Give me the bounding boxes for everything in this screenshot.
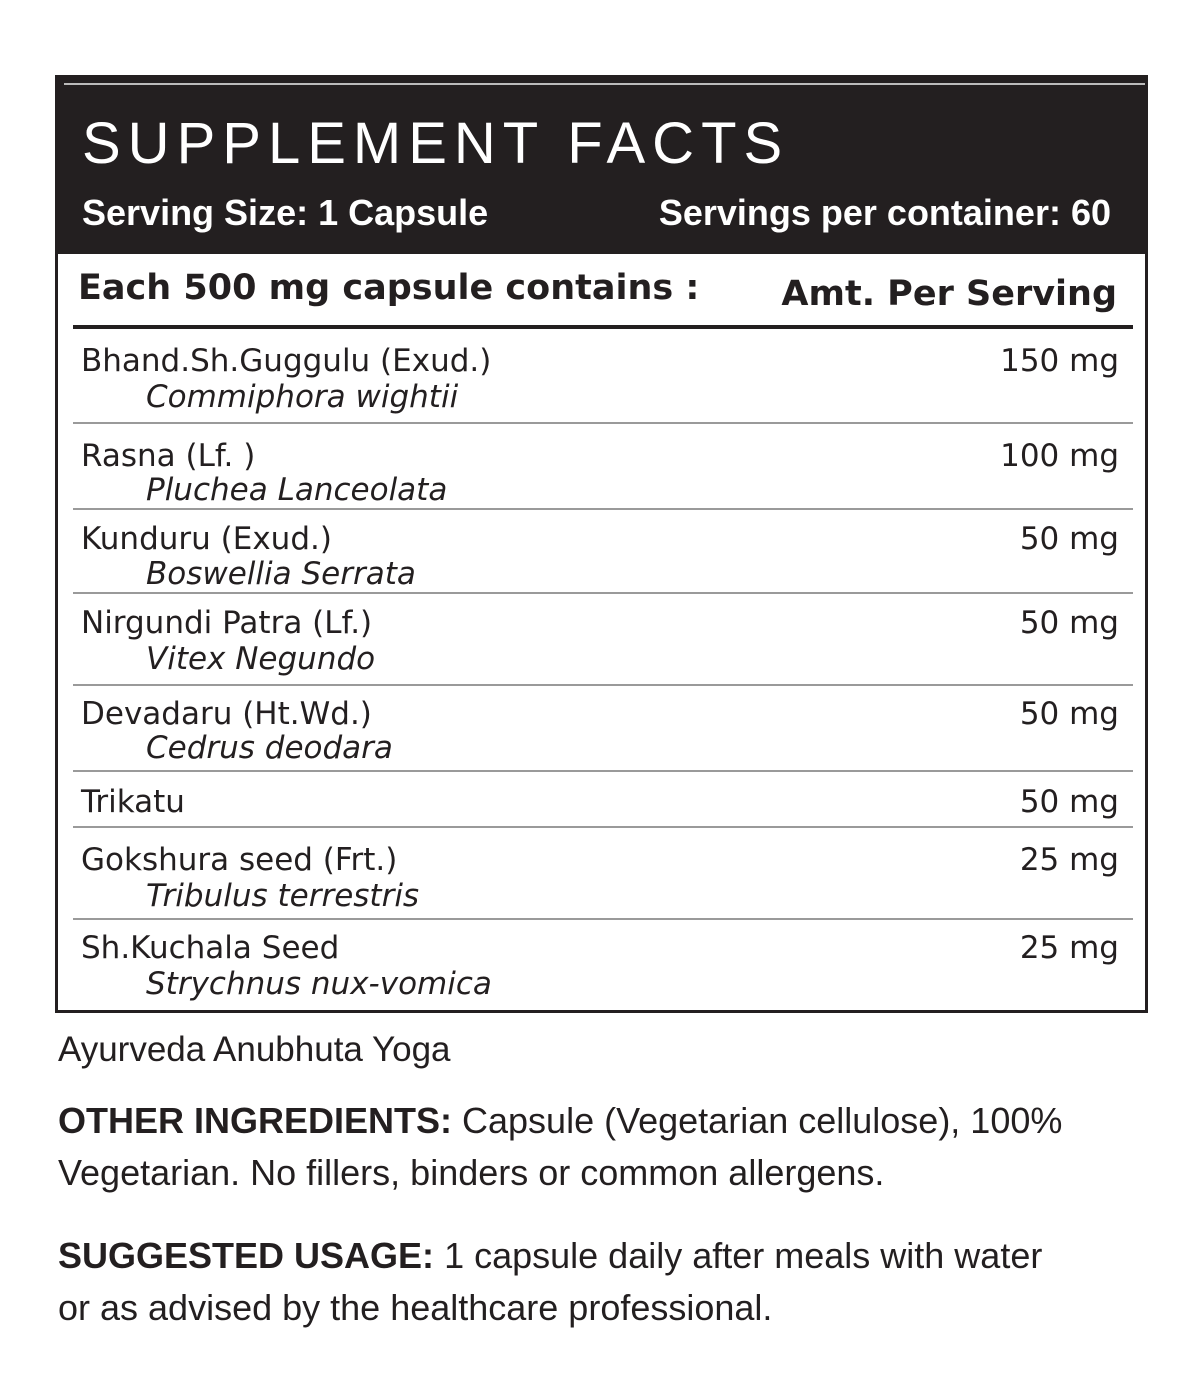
- other-ingredients: OTHER INGREDIENTS: Capsule (Vegetarian c…: [58, 1095, 1158, 1199]
- servings-per-container: Servings per container: 60: [658, 192, 1111, 233]
- ingredient-name: Devadaru (Ht.Wd.): [81, 696, 372, 732]
- ingredient-row: Kunduru (Exud.) Boswellia Serrata 50 mg: [73, 510, 1133, 594]
- suggested-usage: SUGGESTED USAGE: 1 capsule daily after m…: [58, 1230, 1078, 1334]
- ingredient-row: Devadaru (Ht.Wd.) Cedrus deodara 50 mg: [73, 686, 1133, 772]
- ingredient-amount: 100 mg: [1000, 438, 1119, 474]
- ingredient-amount: 150 mg: [1000, 343, 1119, 379]
- ingredient-amount: 50 mg: [1019, 696, 1119, 732]
- ingredient-name: Gokshura seed (Frt.): [81, 842, 398, 878]
- ingredient-row: Trikatu 50 mg: [73, 772, 1133, 828]
- suggested-usage-label: SUGGESTED USAGE:: [58, 1235, 435, 1276]
- ingredient-row: Bhand.Sh.Guggulu (Exud.) Commiphora wigh…: [73, 329, 1133, 424]
- panel-title: SUPPLEMENT FACTS: [82, 111, 790, 176]
- ingredient-row: Nirgundi Patra (Lf.) Vitex Negundo 50 mg: [73, 594, 1133, 686]
- ingredient-latin: Vitex Negundo: [146, 641, 376, 677]
- ingredient-latin: Tribulus terrestris: [146, 878, 420, 914]
- supplement-facts-panel: SUPPLEMENT FACTS Serving Size: 1 Capsule…: [55, 75, 1148, 1013]
- ingredient-latin: Pluchea Lanceolata: [146, 472, 448, 508]
- suggested-usage-text: 1 capsule daily after meals with water o…: [58, 1235, 1043, 1328]
- ingredient-latin: Cedrus deodara: [146, 730, 393, 766]
- column-header-amount: Amt. Per Serving: [781, 274, 1117, 314]
- ingredient-name: Bhand.Sh.Guggulu (Exud.): [81, 343, 492, 379]
- ingredient-latin: Boswellia Serrata: [146, 556, 416, 592]
- ingredient-amount: 50 mg: [1019, 605, 1119, 641]
- ingredient-amount: 50 mg: [1019, 784, 1119, 820]
- header-divider: [73, 325, 1133, 329]
- ingredient-name: Rasna (Lf. ): [81, 438, 256, 474]
- formulation-source: Ayurveda Anubhuta Yoga: [58, 1030, 451, 1069]
- ingredient-name: Kunduru (Exud.): [81, 521, 332, 557]
- ingredient-amount: 25 mg: [1019, 930, 1119, 966]
- ingredient-latin: Commiphora wightii: [146, 379, 459, 415]
- ingredient-row: Gokshura seed (Frt.) Tribulus terrestris…: [73, 828, 1133, 920]
- ingredient-list: Bhand.Sh.Guggulu (Exud.) Commiphora wigh…: [73, 329, 1133, 1010]
- facts-header: SUPPLEMENT FACTS Serving Size: 1 Capsule…: [58, 78, 1145, 254]
- ingredient-row: Sh.Kuchala Seed Strychnus nux-vomica 25 …: [73, 920, 1133, 1010]
- ingredient-name: Trikatu: [81, 784, 185, 820]
- other-ingredients-text: Capsule (Vegetarian cellulose), 100% Veg…: [58, 1100, 1063, 1193]
- header-rule: [64, 83, 1145, 85]
- other-ingredients-label: OTHER INGREDIENTS:: [58, 1100, 453, 1141]
- ingredient-amount: 25 mg: [1019, 842, 1119, 878]
- ingredient-name: Sh.Kuchala Seed: [81, 930, 340, 966]
- serving-size: Serving Size: 1 Capsule: [82, 192, 489, 233]
- ingredient-name: Nirgundi Patra (Lf.): [81, 605, 373, 641]
- ingredient-amount: 50 mg: [1019, 521, 1119, 557]
- ingredient-row: Rasna (Lf. ) Pluchea Lanceolata 100 mg: [73, 424, 1133, 510]
- column-header-contents: Each 500 mg capsule contains :: [78, 268, 700, 308]
- ingredient-latin: Strychnus nux-vomica: [146, 966, 492, 1002]
